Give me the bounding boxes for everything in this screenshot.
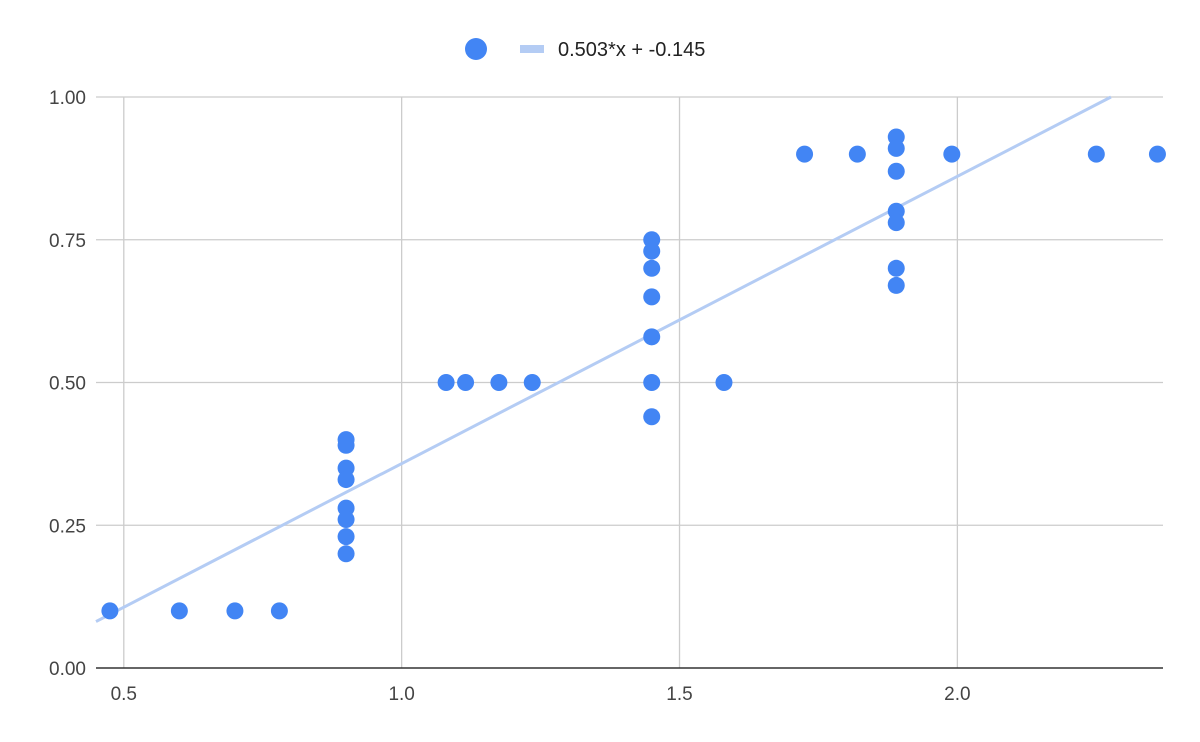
y-tick-label: 0.75: [49, 231, 86, 252]
data-point: [270, 602, 288, 620]
legend: 0.503*x + -0.145: [465, 38, 705, 61]
x-tick-label: 0.5: [111, 684, 137, 705]
data-point: [887, 259, 905, 277]
data-point: [523, 374, 541, 391]
data-point: [337, 545, 355, 563]
data-point: [226, 602, 244, 620]
y-axis-ticks: 0.00 0.25 0.50 0.75 1.00: [49, 88, 86, 680]
legend-point-marker: [465, 38, 487, 60]
data-point: [848, 145, 866, 163]
data-point: [796, 145, 814, 163]
legend-trendline-label: 0.503*x + -0.145: [558, 39, 705, 61]
x-tick-label: 1.5: [666, 684, 692, 705]
data-point: [101, 602, 119, 620]
data-point: [337, 471, 355, 489]
data-point: [490, 374, 508, 391]
y-tick-label: 1.00: [49, 88, 86, 109]
data-point: [887, 162, 905, 180]
legend-trendline-marker: [520, 45, 544, 53]
data-point: [337, 436, 355, 454]
data-point: [457, 374, 475, 391]
data-point: [643, 374, 661, 391]
data-point: [337, 511, 355, 529]
grid: [96, 96, 1163, 668]
x-axis-ticks: 0.5 1.0 1.5 2.0: [111, 684, 971, 705]
trendline-layer: [95, 95, 1112, 623]
y-tick-label: 0.00: [49, 659, 86, 680]
y-tick-label: 0.25: [49, 516, 86, 537]
data-point: [337, 528, 355, 546]
data-point: [887, 139, 905, 157]
points-layer: [101, 128, 1166, 620]
data-point: [715, 374, 733, 391]
data-point: [643, 408, 661, 426]
data-point: [643, 259, 661, 277]
x-tick-label: 1.0: [388, 684, 414, 705]
data-point: [643, 242, 661, 260]
data-point: [643, 328, 661, 346]
data-point: [1087, 145, 1105, 163]
data-point: [943, 145, 961, 163]
data-point: [170, 602, 188, 620]
data-point: [437, 374, 455, 391]
data-point: [643, 288, 661, 306]
data-point: [887, 214, 905, 232]
x-tick-label: 2.0: [944, 684, 970, 705]
trendline: [95, 95, 1112, 623]
y-tick-label: 0.50: [49, 374, 86, 395]
data-point: [887, 276, 905, 294]
data-point: [1148, 145, 1166, 163]
